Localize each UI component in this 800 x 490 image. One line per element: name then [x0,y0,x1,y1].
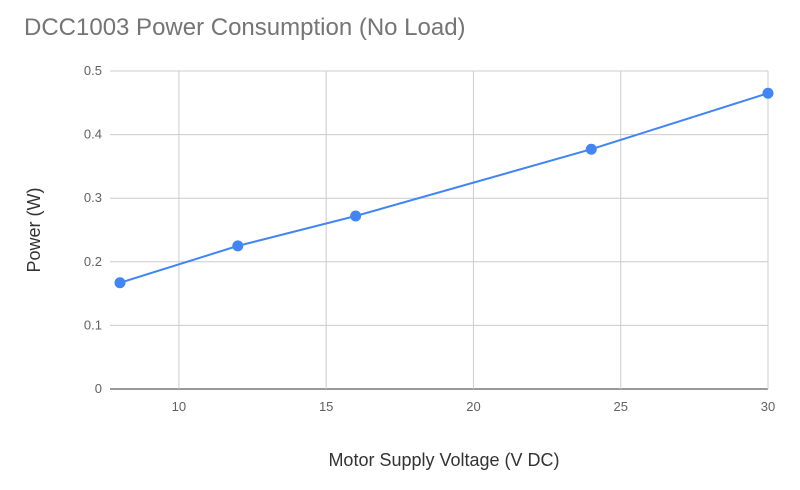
y-tick-label-2: 0.2 [84,254,102,269]
data-point-0-1[interactable] [232,240,244,252]
y-axis-ticks: 0 0.1 0.2 0.3 0.4 0.5 [84,63,102,396]
x-axis-label: Motor Supply Voltage (V DC) [328,450,559,470]
series-line-0 [119,92,769,284]
x-tick-label-3: 25 [613,399,627,414]
y-tick-label-3: 0.3 [84,190,102,205]
data-point-0-0[interactable] [114,277,126,289]
y-axis-label: Power (W) [24,188,44,273]
chart-title: DCC1003 Power Consumption (No Load) [24,14,466,41]
x-tick-label-0: 10 [172,399,186,414]
data-point-0-4[interactable] [762,87,774,99]
y-tick-label-5: 0.5 [84,63,102,78]
y-tick-label-4: 0.4 [84,127,102,142]
x-tick-label-4: 30 [761,399,775,414]
y-tick-label-1: 0.1 [84,317,102,332]
data-point-0-2[interactable] [350,210,362,222]
x-axis-ticks: 10 15 20 25 30 [172,399,776,414]
grid-lines [110,70,769,390]
x-tick-label-2: 20 [466,399,480,414]
y-tick-label-0: 0 [95,381,102,396]
series-group [114,87,774,289]
x-tick-label-1: 15 [319,399,333,414]
data-point-0-3[interactable] [585,143,597,155]
